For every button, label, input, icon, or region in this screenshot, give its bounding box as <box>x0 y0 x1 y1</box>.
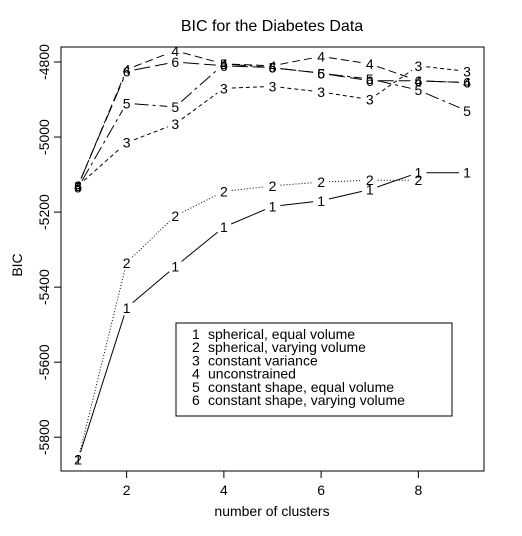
series-2-point: 2 <box>74 452 82 468</box>
series-1-point: 1 <box>171 259 179 275</box>
x-tick-label: 4 <box>220 482 228 498</box>
series-5-point: 5 <box>414 82 422 98</box>
series-lines <box>79 52 460 453</box>
legend-label: unconstrained <box>208 366 296 382</box>
series-5-point: 5 <box>123 95 131 111</box>
series-4-point: 4 <box>414 73 422 89</box>
y-tick-label: -4800 <box>36 44 52 80</box>
y-tick-label: -5200 <box>36 194 52 230</box>
series-1-point: 1 <box>269 198 277 214</box>
series-2-point: 2 <box>123 255 131 271</box>
series-6-point: 6 <box>269 60 277 76</box>
series-6-point: 6 <box>74 178 82 194</box>
legend-marker: 1 <box>192 326 200 342</box>
series-5-point: 5 <box>366 71 374 87</box>
legend: 1 spherical, equal volume 2 spherical, vary… <box>175 322 453 417</box>
series-6-point: 6 <box>414 73 422 89</box>
series-4-point: 4 <box>123 62 131 78</box>
series-4-point: 4 <box>366 56 374 72</box>
series-3-point: 3 <box>74 178 82 194</box>
series-4-point: 4 <box>171 43 179 59</box>
series-3-point: 3 <box>317 84 325 100</box>
y-axis-label: BIC <box>9 253 25 276</box>
series-1-point: 1 <box>414 165 422 181</box>
series-4-point: 4 <box>220 56 228 72</box>
series-1-point: 1 <box>74 452 82 468</box>
series-2-point: 2 <box>317 174 325 190</box>
y-tick-label: -5400 <box>36 269 52 305</box>
series-3-point: 3 <box>414 58 422 74</box>
series-4-point: 4 <box>269 58 277 74</box>
x-axis-label: number of clusters <box>214 503 329 519</box>
series-line-1 <box>80 172 459 453</box>
series-5-point: 5 <box>463 103 471 119</box>
series-line-6 <box>80 62 460 179</box>
series-6-point: 6 <box>123 63 131 79</box>
series-4-point: 4 <box>317 48 325 64</box>
series-5-point: 5 <box>220 56 228 72</box>
series-2-point: 2 <box>220 183 228 199</box>
chart-title: BIC for the Diabetes Data <box>181 18 363 35</box>
series-6-point: 6 <box>171 54 179 70</box>
legend-items: 1 spherical, equal volume 2 spherical, vary… <box>192 326 405 408</box>
legend-label: spherical, equal volume <box>208 326 355 342</box>
legend-label: constant shape, varying volume <box>208 392 405 408</box>
plot-frame <box>60 46 485 472</box>
series-1-point: 1 <box>366 182 374 198</box>
series-6-point: 6 <box>317 65 325 81</box>
y-tick-label: -5800 <box>36 419 52 455</box>
series-3-point: 3 <box>366 92 374 108</box>
series-4-point: 4 <box>463 75 471 91</box>
legend-marker: 3 <box>192 352 200 368</box>
legend-label: constant variance <box>208 352 318 368</box>
series-2-point: 2 <box>171 208 179 224</box>
y-axis-ticks: -5800 -5600 -5400 -5200 -5000 -4800 <box>36 44 61 455</box>
y-tick-label: -5000 <box>36 119 52 155</box>
series-3-point: 3 <box>220 80 228 96</box>
legend-box <box>175 322 453 417</box>
series-5-point: 5 <box>74 180 82 196</box>
legend-label: constant shape, equal volume <box>208 379 394 395</box>
legend-marker: 4 <box>192 366 200 382</box>
series-2-point: 2 <box>366 172 374 188</box>
x-tick-label: 8 <box>414 482 422 498</box>
legend-marker: 6 <box>192 392 200 408</box>
y-tick-label: -5600 <box>36 344 52 380</box>
series-3-point: 3 <box>171 116 179 132</box>
series-1-point: 1 <box>463 165 471 181</box>
series-1-point: 1 <box>220 219 228 235</box>
x-tick-label: 6 <box>317 482 325 498</box>
series-5-point: 5 <box>317 65 325 81</box>
series-2-point: 2 <box>414 172 422 188</box>
legend-label: spherical, varying volume <box>208 339 366 355</box>
series-line-2 <box>79 179 411 453</box>
series-4-point: 4 <box>74 178 82 194</box>
series-2-point: 2 <box>269 178 277 194</box>
series-3-point: 3 <box>123 135 131 151</box>
series-6-point: 6 <box>220 58 228 74</box>
series-3-point: 3 <box>463 63 471 79</box>
series-5-point: 5 <box>171 99 179 115</box>
series-5-point: 5 <box>269 60 277 76</box>
series-1-point: 1 <box>123 300 131 316</box>
x-axis-ticks: 2 4 6 8 <box>123 471 422 498</box>
legend-marker: 5 <box>192 379 200 395</box>
series-6-point: 6 <box>366 73 374 89</box>
series-3-point: 3 <box>269 78 277 94</box>
x-tick-label: 2 <box>123 482 131 498</box>
series-6-point: 6 <box>463 75 471 91</box>
legend-marker: 2 <box>192 339 200 355</box>
series-line-3 <box>83 66 460 181</box>
series-1-point: 1 <box>317 193 325 209</box>
